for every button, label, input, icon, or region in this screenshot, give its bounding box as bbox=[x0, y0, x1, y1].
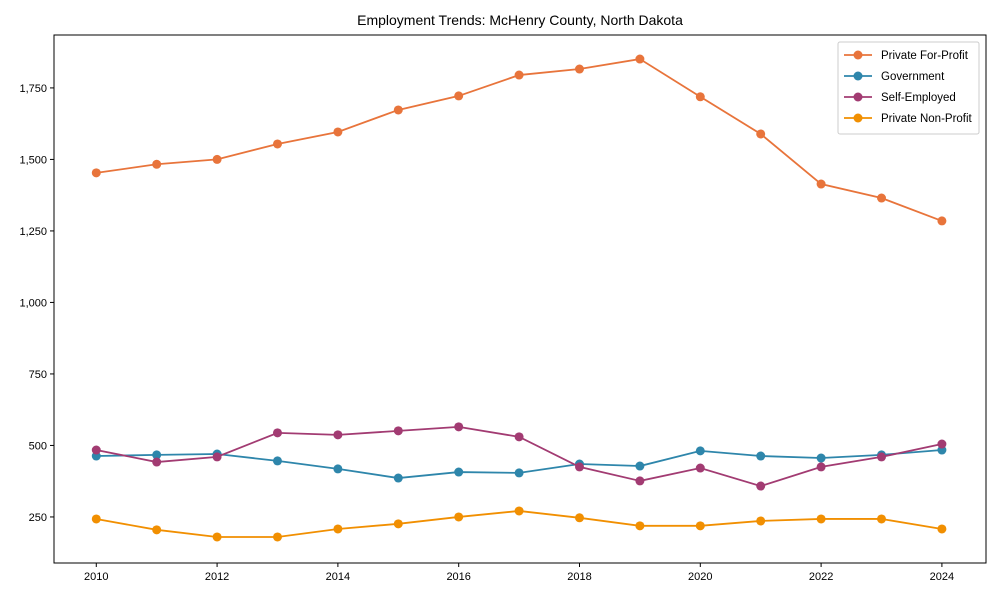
data-point-private-non-profit bbox=[152, 525, 162, 535]
x-tick-label: 2022 bbox=[809, 571, 833, 583]
legend-marker bbox=[853, 50, 863, 60]
data-point-private-for-profit bbox=[877, 193, 887, 203]
data-point-private-non-profit bbox=[635, 521, 645, 531]
legend-label: Private Non-Profit bbox=[881, 113, 973, 125]
data-point-self-employed bbox=[152, 457, 162, 467]
data-point-private-non-profit bbox=[937, 524, 947, 534]
data-point-private-for-profit bbox=[756, 129, 766, 139]
legend-label: Government bbox=[881, 71, 945, 83]
data-point-government bbox=[635, 461, 645, 471]
x-tick-label: 2012 bbox=[205, 571, 229, 583]
y-tick-label: 750 bbox=[29, 369, 47, 381]
data-point-private-non-profit bbox=[454, 512, 464, 522]
data-point-self-employed bbox=[91, 445, 101, 455]
data-point-private-for-profit bbox=[937, 216, 947, 226]
data-point-private-for-profit bbox=[635, 54, 645, 64]
data-point-private-for-profit bbox=[574, 64, 584, 74]
y-tick-label: 1,000 bbox=[19, 297, 47, 309]
data-point-self-employed bbox=[635, 476, 645, 486]
data-point-government bbox=[152, 450, 162, 460]
data-point-private-for-profit bbox=[272, 139, 282, 149]
data-point-private-non-profit bbox=[272, 532, 282, 542]
y-tick-label: 1,500 bbox=[19, 154, 47, 166]
data-point-government bbox=[393, 473, 403, 483]
data-point-private-non-profit bbox=[333, 524, 343, 534]
data-point-self-employed bbox=[514, 432, 524, 442]
y-tick-label: 1,250 bbox=[19, 226, 47, 238]
data-point-private-for-profit bbox=[816, 179, 826, 189]
data-point-government bbox=[756, 451, 766, 461]
series-line-private-for-profit bbox=[96, 58, 943, 222]
data-point-government bbox=[816, 453, 826, 463]
data-point-private-non-profit bbox=[393, 519, 403, 529]
legend-marker bbox=[853, 113, 863, 123]
data-point-self-employed bbox=[877, 452, 887, 462]
data-point-private-non-profit bbox=[574, 513, 584, 523]
y-tick-label: 1,750 bbox=[19, 83, 47, 95]
data-point-private-for-profit bbox=[152, 159, 162, 169]
data-point-private-non-profit bbox=[756, 516, 766, 526]
x-tick-label: 2018 bbox=[567, 571, 591, 583]
data-point-self-employed bbox=[393, 426, 403, 436]
x-tick-label: 2010 bbox=[84, 571, 108, 583]
data-point-private-for-profit bbox=[91, 168, 101, 178]
data-point-self-employed bbox=[695, 463, 705, 473]
y-tick-label: 500 bbox=[29, 440, 47, 452]
data-point-private-non-profit bbox=[212, 532, 222, 542]
data-point-government bbox=[333, 464, 343, 474]
data-point-private-non-profit bbox=[91, 514, 101, 524]
x-tick-label: 2024 bbox=[930, 571, 954, 583]
data-point-self-employed bbox=[937, 439, 947, 449]
data-point-government bbox=[272, 456, 282, 466]
legend-label: Self-Employed bbox=[881, 92, 956, 104]
data-point-self-employed bbox=[212, 452, 222, 462]
data-point-private-non-profit bbox=[816, 514, 826, 524]
data-point-government bbox=[695, 446, 705, 456]
data-point-private-for-profit bbox=[514, 70, 524, 80]
data-point-private-for-profit bbox=[454, 91, 464, 101]
chart-title: Employment Trends: McHenry County, North… bbox=[357, 12, 683, 28]
legend-marker bbox=[853, 71, 863, 81]
data-point-private-for-profit bbox=[393, 105, 403, 115]
data-point-self-employed bbox=[574, 462, 584, 472]
legend-box bbox=[837, 41, 980, 135]
data-point-private-non-profit bbox=[877, 514, 887, 524]
data-point-self-employed bbox=[756, 481, 766, 491]
data-point-government bbox=[514, 468, 524, 478]
plot-frame bbox=[53, 34, 987, 564]
y-tick-label: 250 bbox=[29, 512, 47, 524]
legend-marker bbox=[853, 92, 863, 102]
x-tick-label: 2020 bbox=[688, 571, 712, 583]
data-point-self-employed bbox=[816, 462, 826, 472]
x-tick-label: 2016 bbox=[446, 571, 470, 583]
data-point-government bbox=[454, 467, 464, 477]
data-point-self-employed bbox=[454, 422, 464, 432]
x-tick-label: 2014 bbox=[326, 571, 350, 583]
data-point-self-employed bbox=[272, 428, 282, 438]
data-point-private-for-profit bbox=[333, 127, 343, 137]
data-point-private-non-profit bbox=[695, 521, 705, 531]
legend: Private For-Profit Government Self-Employe… bbox=[837, 41, 980, 135]
legend-label: Private For-Profit bbox=[881, 50, 969, 62]
data-point-self-employed bbox=[333, 430, 343, 440]
data-point-private-for-profit bbox=[212, 154, 222, 164]
data-point-private-non-profit bbox=[514, 506, 524, 516]
data-point-private-for-profit bbox=[695, 92, 705, 102]
